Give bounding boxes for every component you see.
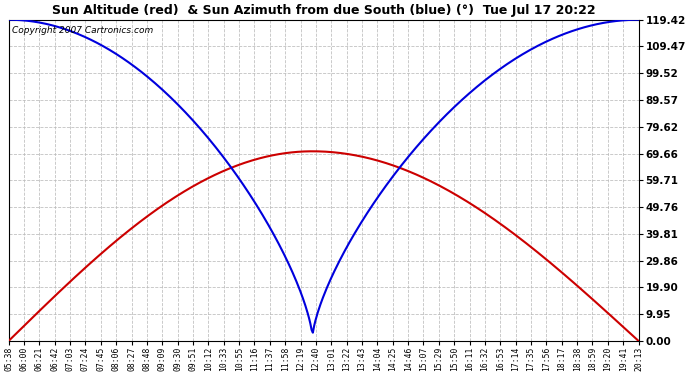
Title: Sun Altitude (red)  & Sun Azimuth from due South (blue) (°)  Tue Jul 17 20:22: Sun Altitude (red) & Sun Azimuth from du… — [52, 4, 595, 17]
Text: Copyright 2007 Cartronics.com: Copyright 2007 Cartronics.com — [12, 26, 153, 35]
